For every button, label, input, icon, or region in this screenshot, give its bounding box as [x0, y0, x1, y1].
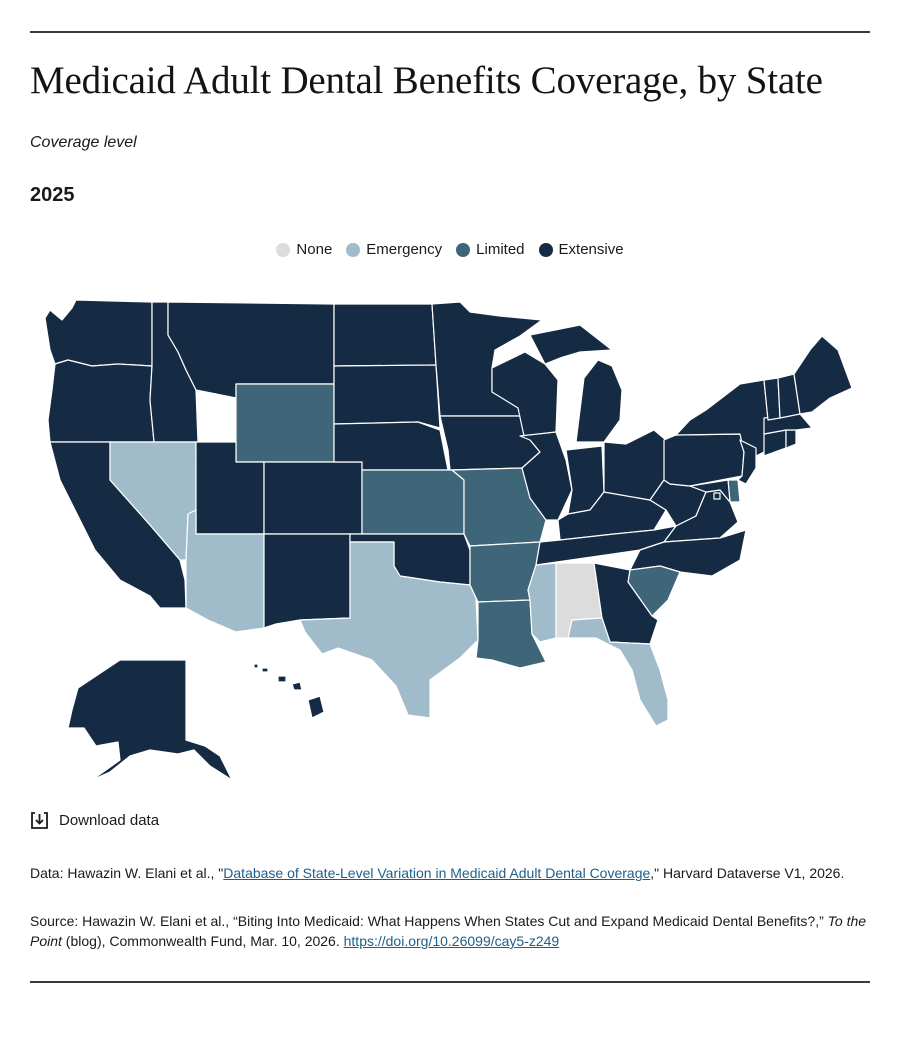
- legend-item-extensive: Extensive: [538, 241, 624, 258]
- source-note-middle: (blog), Commonwealth Fund, Mar. 10, 2026…: [61, 933, 344, 949]
- legend-label-none: None: [296, 241, 333, 258]
- legend-swatch-limited: [456, 242, 471, 257]
- data-note-prefix: Data: Hawazin W. Elani et al., ": [30, 865, 224, 881]
- state-fl[interactable]: [567, 617, 669, 727]
- state-hi[interactable]: [253, 663, 325, 719]
- state-or[interactable]: [47, 359, 155, 443]
- state-nj[interactable]: [737, 439, 757, 485]
- download-data-label: Download data: [59, 812, 160, 829]
- download-data-button[interactable]: Download data: [30, 811, 159, 830]
- state-ri[interactable]: [785, 429, 797, 449]
- state-nm[interactable]: [263, 533, 351, 629]
- legend-label-limited: Limited: [476, 241, 525, 258]
- data-note: Data: Hawazin W. Elani et al., "Database…: [30, 863, 870, 883]
- state-wy[interactable]: [235, 383, 335, 463]
- legend-item-none: None: [276, 241, 332, 258]
- state-pa[interactable]: [663, 433, 745, 487]
- data-note-suffix: ," Harvard Dataverse V1, 2026.: [650, 865, 845, 881]
- state-ak[interactable]: [67, 659, 233, 781]
- state-dc[interactable]: [713, 492, 721, 500]
- state-co[interactable]: [263, 461, 363, 535]
- source-note: Source: Hawazin W. Elani et al., “Biting…: [30, 911, 870, 951]
- top-rule: [30, 31, 870, 33]
- source-note-blog-name: To the Point: [30, 913, 867, 949]
- download-icon: [31, 812, 48, 829]
- legend-swatch-emergency: [346, 242, 361, 257]
- legend-swatch-none: [276, 242, 291, 257]
- state-tx[interactable]: [299, 541, 479, 719]
- legend-label-extensive: Extensive: [558, 241, 624, 258]
- us-map: [0, 280, 900, 800]
- state-me[interactable]: [793, 335, 853, 415]
- legend-swatch-extensive: [538, 242, 553, 257]
- state-ks[interactable]: [361, 469, 465, 535]
- state-md[interactable]: [689, 479, 731, 503]
- legend-item-limited: Limited: [456, 241, 525, 258]
- state-il[interactable]: [519, 431, 573, 521]
- state-wa[interactable]: [44, 299, 153, 367]
- doi-link[interactable]: https://doi.org/10.26099/cay5-z249: [343, 933, 560, 949]
- bottom-rule: [30, 981, 870, 983]
- legend: None Emergency Limited Extensive: [0, 241, 900, 258]
- source-note-prefix: Source: Hawazin W. Elani et al., “Biting…: [30, 913, 828, 929]
- chart-title: Medicaid Adult Dental Benefits Coverage,…: [30, 59, 823, 102]
- legend-label-emergency: Emergency: [366, 241, 443, 258]
- state-mi[interactable]: [529, 324, 623, 443]
- year-label: 2025: [30, 184, 75, 206]
- state-nd[interactable]: [333, 303, 437, 367]
- legend-item-emergency: Emergency: [346, 241, 442, 258]
- us-map-svg: [44, 299, 853, 781]
- chart-subtitle: Coverage level: [30, 134, 137, 151]
- state-sd[interactable]: [333, 364, 441, 429]
- dataverse-link[interactable]: Database of State-Level Variation in Med…: [223, 865, 651, 881]
